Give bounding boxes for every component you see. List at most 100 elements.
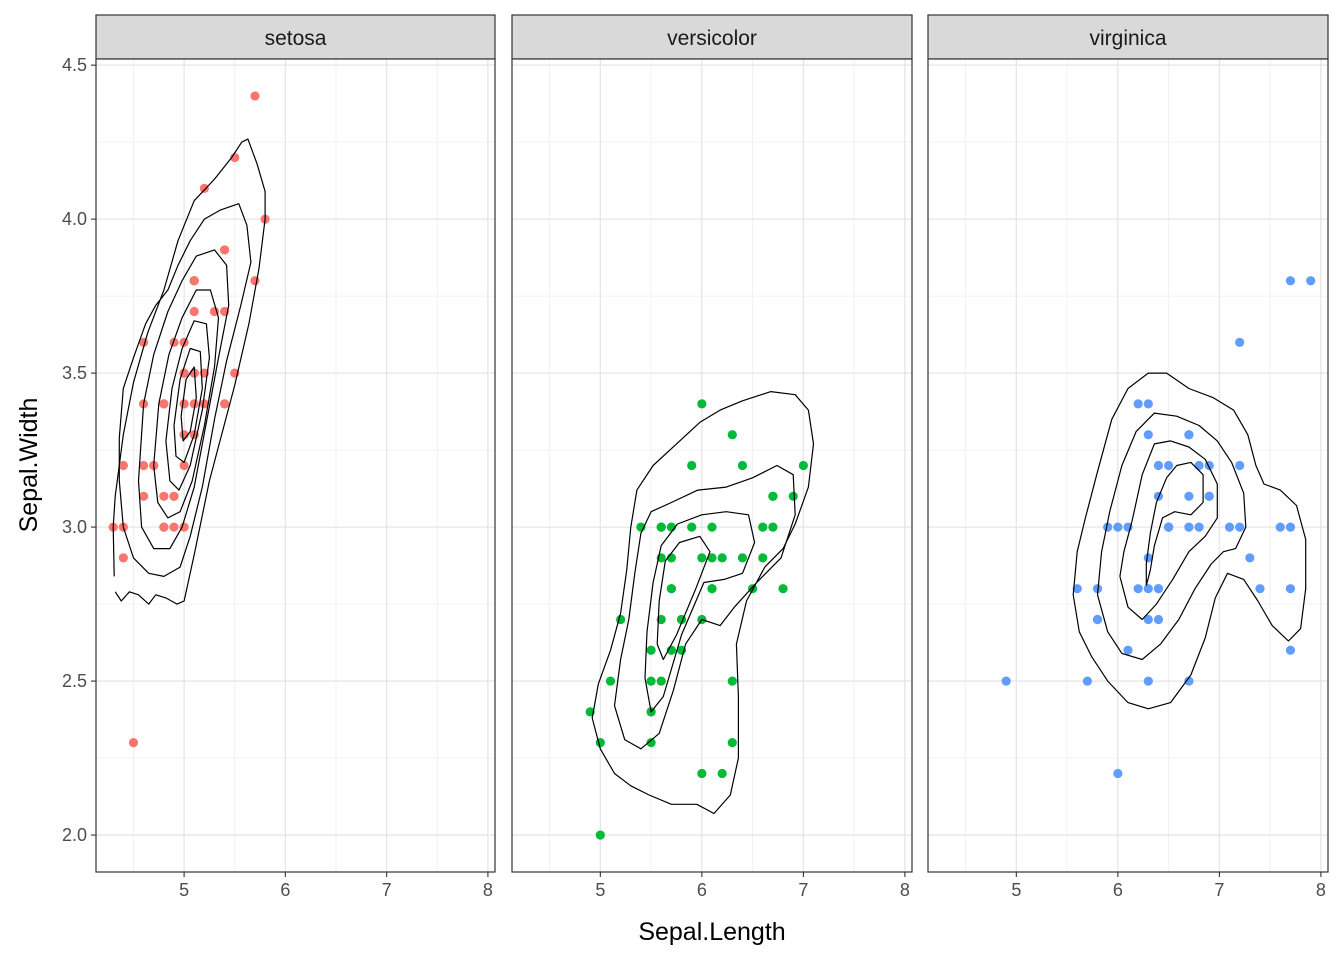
- x-tick-label: 7: [382, 880, 392, 900]
- data-point: [189, 306, 199, 317]
- panel-versicolor: versicolor 5 6 7 8: [511, 14, 913, 900]
- y-tick-label: 3.5: [62, 363, 87, 383]
- data-point: [778, 584, 788, 594]
- density-contour-line: [173, 347, 203, 463]
- density-contour-line: [1096, 412, 1247, 661]
- data-point: [230, 152, 240, 163]
- x-tick-label: 6: [280, 880, 290, 900]
- data-point: [159, 491, 169, 501]
- data-point: [1001, 676, 1011, 686]
- density-contour-line: [1072, 372, 1307, 710]
- data-point: [758, 522, 768, 532]
- data-point: [758, 553, 768, 563]
- data-point: [1235, 522, 1245, 532]
- data-point: [1184, 491, 1194, 501]
- facet-strip-versicolor: [511, 14, 913, 60]
- density-contours: [112, 138, 266, 605]
- data-point: [646, 738, 656, 748]
- density-contour-line: [1119, 440, 1218, 621]
- data-point: [159, 399, 169, 409]
- data-point: [1194, 522, 1204, 532]
- data-point: [1143, 676, 1153, 686]
- data-point: [1194, 460, 1204, 471]
- y-axis-title: Sepal.Width: [15, 398, 43, 533]
- data-point: [1275, 522, 1285, 532]
- data-point: [1092, 614, 1103, 625]
- x-tick-label: 5: [595, 880, 605, 900]
- data-point: [1285, 645, 1296, 655]
- data-point: [1164, 522, 1174, 532]
- x-tick-label: 6: [697, 880, 707, 900]
- panel-setosa: setosa 5 6 7 8: [95, 14, 496, 900]
- x-axis-title: Sepal.Length: [638, 918, 785, 946]
- density-contours: [591, 391, 815, 815]
- points-virginica: [1001, 276, 1316, 779]
- data-point: [1245, 553, 1255, 563]
- data-point: [189, 399, 199, 409]
- data-point: [1113, 522, 1123, 532]
- data-point: [737, 460, 748, 471]
- density-contour-line: [613, 464, 796, 750]
- data-point: [1143, 399, 1153, 409]
- data-point: [656, 522, 666, 532]
- data-point: [727, 738, 737, 748]
- data-point: [707, 584, 717, 594]
- data-point: [1123, 645, 1133, 655]
- data-point: [1143, 430, 1153, 440]
- data-point: [1306, 276, 1316, 286]
- x-tick-label: 6: [1113, 880, 1123, 900]
- density-contour-line: [112, 138, 266, 605]
- data-point: [707, 553, 717, 563]
- data-point: [179, 460, 189, 471]
- data-point: [656, 676, 666, 686]
- data-point: [595, 830, 605, 840]
- data-point: [220, 245, 230, 255]
- data-point: [646, 645, 656, 655]
- data-point: [1224, 522, 1235, 532]
- data-point: [1285, 584, 1296, 594]
- panel-background: [96, 59, 495, 872]
- density-contour-line: [1145, 461, 1204, 586]
- x-tick-label: 8: [483, 880, 493, 900]
- data-point: [118, 553, 128, 563]
- facet-label-virginica: virginica: [1089, 27, 1166, 50]
- data-point: [118, 460, 128, 471]
- data-point: [1285, 522, 1296, 532]
- x-tick-label: 7: [1214, 880, 1224, 900]
- density-contour-line: [118, 203, 252, 577]
- y-tick-label: 3.0: [62, 517, 87, 537]
- data-point: [687, 460, 697, 471]
- gridlines: [96, 59, 495, 872]
- x-tick-label: 5: [179, 880, 189, 900]
- y-tick-label: 2.0: [62, 825, 87, 845]
- y-tick-label: 4.0: [62, 209, 87, 229]
- points-setosa: [108, 91, 270, 748]
- data-point: [595, 738, 605, 748]
- data-point: [199, 183, 209, 193]
- data-point: [727, 676, 737, 686]
- data-point: [1133, 584, 1143, 594]
- data-point: [138, 491, 149, 501]
- data-point: [1103, 522, 1113, 532]
- facet-label-versicolor: versicolor: [667, 27, 757, 50]
- data-point: [1204, 491, 1214, 501]
- data-point: [1255, 584, 1265, 594]
- panel-border: [927, 58, 1329, 873]
- density-contour-line: [165, 320, 210, 491]
- data-point: [179, 399, 189, 409]
- data-point: [1184, 676, 1194, 686]
- data-point: [179, 337, 189, 347]
- density-contour-line: [153, 289, 220, 519]
- data-point: [1143, 553, 1153, 563]
- gridlines: [928, 59, 1328, 872]
- data-point: [169, 522, 179, 532]
- data-point: [666, 584, 676, 594]
- data-point: [1153, 614, 1164, 625]
- data-point: [1235, 337, 1245, 347]
- data-point: [1133, 399, 1143, 409]
- y-tick-label: 4.5: [62, 55, 87, 75]
- data-point: [768, 522, 778, 532]
- data-point: [1082, 676, 1092, 686]
- facet-label-setosa: setosa: [265, 27, 327, 50]
